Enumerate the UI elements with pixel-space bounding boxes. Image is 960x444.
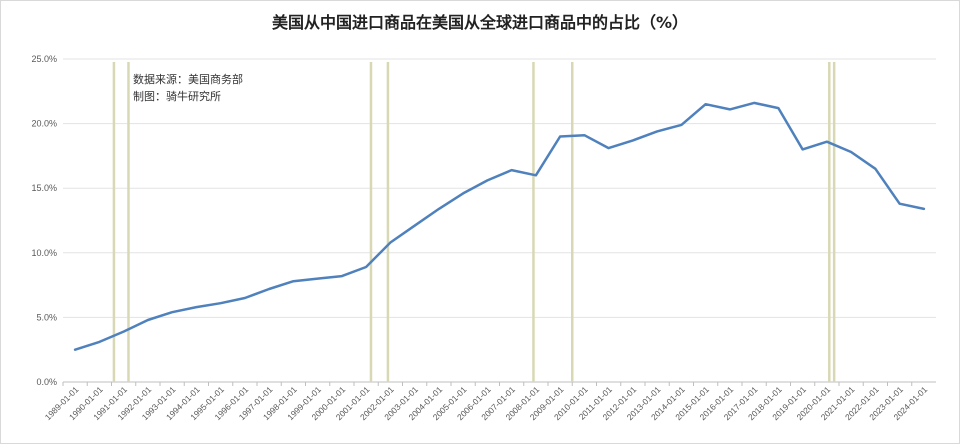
annotation-source: 数据来源：美国商务部 — [133, 72, 243, 86]
gridlines — [63, 58, 936, 383]
chart-title: 美国从中国进口商品在美国从全球进口商品中的占比（%） — [271, 13, 689, 32]
y-tick-label: 15.0% — [31, 183, 57, 193]
y-tick-label: 20.0% — [31, 119, 57, 129]
y-tick-label: 0.0% — [36, 377, 57, 387]
annotation-credit: 制图：骑牛研究所 — [133, 89, 221, 103]
y-tick-label: 10.0% — [31, 248, 57, 258]
recession-markers — [112, 62, 836, 382]
y-tick-label: 5.0% — [36, 312, 57, 322]
x-axis-ticks: 1989-01-011990-01-011991-01-011992-01-01… — [43, 382, 929, 422]
series-line — [73, 101, 926, 351]
y-axis-ticks: 0.0% 5.0% 10.0% 15.0% 20.0% 25.0% — [31, 54, 57, 387]
y-tick-label: 25.0% — [31, 54, 57, 64]
